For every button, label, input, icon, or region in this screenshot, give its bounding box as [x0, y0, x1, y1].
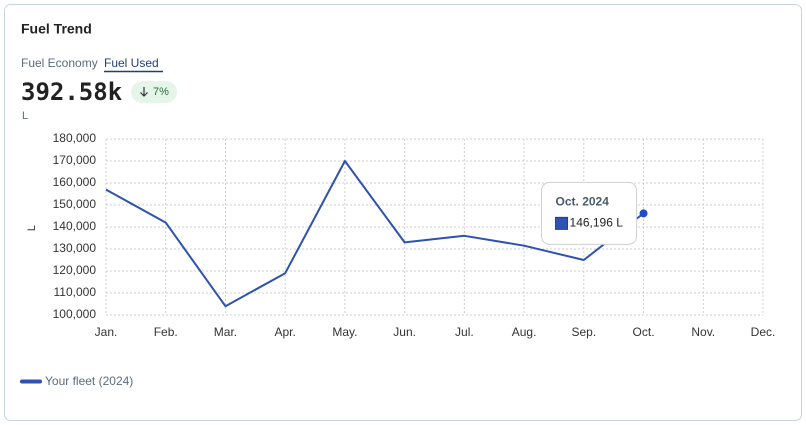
y-tick-label: 130,000 — [53, 241, 97, 255]
y-tick-label: 160,000 — [53, 175, 97, 189]
tooltip-value: 146,196 L — [570, 216, 624, 230]
x-tick-label: Apr. — [275, 325, 296, 339]
x-tick-label: Dec. — [751, 325, 776, 339]
x-tick-label: May. — [332, 325, 357, 339]
down-arrow-icon — [140, 87, 148, 97]
card-title: Fuel Trend — [21, 21, 92, 37]
x-tick-label: Jun. — [393, 325, 416, 339]
x-tick-label: Jul. — [455, 325, 474, 339]
x-tick-label: Sep. — [571, 325, 596, 339]
y-tick-label: 150,000 — [53, 197, 97, 211]
change-badge — [131, 81, 177, 103]
change-value: 7% — [153, 86, 169, 98]
x-tick-label: Mar. — [214, 325, 237, 339]
y-tick-label: 140,000 — [53, 219, 97, 233]
tooltip-title: Oct. 2024 — [556, 195, 610, 209]
x-tick-label: Feb. — [154, 325, 178, 339]
x-tick-label: Nov. — [691, 325, 715, 339]
x-tick-label: Jan. — [95, 325, 118, 339]
tooltip-box — [541, 181, 638, 245]
tooltip-swatch — [555, 216, 569, 230]
plot: 100,000 110,000 120,000 130,000 140,000 150,0… — [53, 131, 776, 339]
x-tick-label: Oct. — [633, 325, 655, 339]
y-tick-label: 110,000 — [54, 285, 97, 299]
y-tick-label: 180,000 — [53, 131, 97, 145]
legend-label[interactable]: Your fleet (2024) — [45, 374, 133, 388]
y-axis-label: L — [26, 225, 38, 231]
kpi-unit: L — [22, 110, 28, 122]
hover-point — [639, 209, 648, 218]
tab-active[interactable]: Fuel Used — [104, 56, 159, 70]
y-tick-label: 100,000 — [53, 307, 97, 321]
x-tick-label: Aug. — [512, 325, 537, 339]
tab[interactable]: Fuel Economy — [21, 56, 98, 70]
kpi-value: 392.58k — [21, 78, 123, 106]
y-tick-label: 120,000 — [53, 263, 97, 277]
y-tick-label: 170,000 — [53, 153, 97, 167]
card-frame — [4, 4, 802, 421]
series-line — [105, 160, 645, 308]
